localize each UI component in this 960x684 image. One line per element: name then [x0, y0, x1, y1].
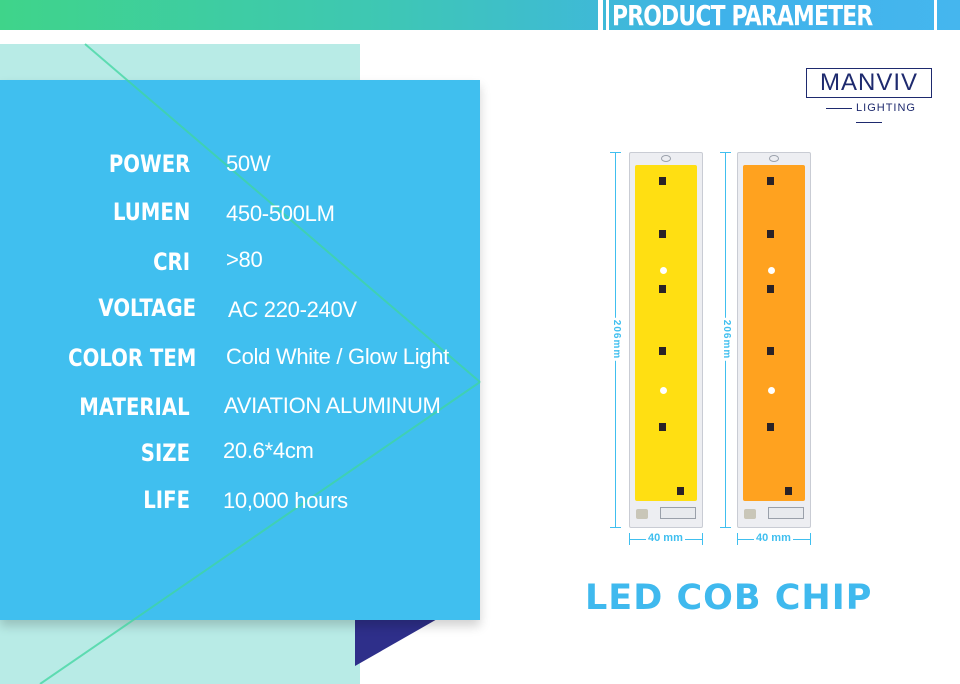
led-die — [767, 423, 774, 431]
param-value-lumen: 450-500LM — [226, 201, 335, 226]
led-dot — [768, 267, 775, 274]
brand-name: MANVIV — [819, 69, 918, 96]
chip-2-width-tick-right — [810, 533, 811, 545]
led-die — [677, 487, 684, 495]
chip-1-length-label: 206mm — [611, 317, 623, 362]
header-stripe — [598, 0, 603, 30]
chip-2-width-tick-left — [737, 533, 738, 545]
led-die — [659, 423, 666, 431]
chip-2-phosphor — [743, 165, 805, 501]
brand-logo: MANVIV LIGHTING — [806, 68, 934, 123]
chip-1-phosphor — [635, 165, 697, 501]
chip-2-width-label: 40 mm — [754, 532, 793, 544]
led-die — [767, 177, 774, 185]
logo-frame — [806, 68, 932, 98]
chip-component — [636, 509, 648, 519]
chip-connector — [660, 507, 696, 519]
chip-2-length-label: 206mm — [721, 317, 733, 362]
chip-1-width-tick-left — [629, 533, 630, 545]
led-dot — [768, 387, 775, 394]
header-stripe — [606, 0, 609, 30]
chip-1-width-tick-right — [702, 533, 703, 545]
param-value-size: 20.6*4cm — [223, 438, 314, 463]
chip-connector — [768, 507, 804, 519]
chip-component — [744, 509, 756, 519]
param-value-power: 50W — [226, 151, 271, 176]
led-die — [767, 285, 774, 293]
led-chip-orange — [737, 152, 811, 528]
param-label-cri: CRI — [153, 248, 190, 276]
page-title: PRODUCT PARAMETER — [612, 0, 873, 32]
brand-tagline-row: LIGHTING — [806, 101, 932, 123]
led-die — [785, 487, 792, 495]
param-label-power: POWER — [108, 150, 190, 178]
led-die — [767, 347, 774, 355]
param-label-material: MATERIAL — [79, 393, 190, 421]
chip-1-length-tick-bottom — [610, 527, 621, 528]
led-chip-yellow — [629, 152, 703, 528]
brand-tagline: LIGHTING — [856, 102, 916, 114]
param-value-cri: >80 — [226, 247, 263, 272]
led-die — [659, 230, 666, 238]
chip-2-length-tick-top — [720, 152, 731, 153]
header-bar: PRODUCT PARAMETER — [0, 0, 960, 32]
chip-2-length-tick-bottom — [720, 527, 731, 528]
led-die — [659, 285, 666, 293]
product-name: LED COB CHIP — [585, 578, 873, 618]
led-dot — [660, 267, 667, 274]
param-label-voltage: VOLTAGE — [98, 294, 196, 322]
led-die — [659, 177, 666, 185]
param-value-color-tem: Cold White / Glow Light — [226, 344, 449, 369]
chip-1-length-tick-top — [610, 152, 621, 153]
chip-mount-hole — [661, 155, 671, 162]
param-value-material: AVIATION ALUMINUM — [224, 393, 441, 418]
param-label-lumen: LUMEN — [112, 198, 190, 226]
led-die — [659, 347, 666, 355]
chip-mount-hole — [769, 155, 779, 162]
parameter-panel — [0, 80, 480, 620]
led-dot — [660, 387, 667, 394]
chip-1-width-label: 40 mm — [646, 532, 685, 544]
led-die — [767, 230, 774, 238]
param-value-life: 10,000 hours — [223, 488, 348, 513]
param-label-life: LIFE — [143, 486, 190, 514]
param-label-color-tem: COLOR TEM — [67, 344, 196, 372]
header-stripe — [934, 0, 937, 30]
param-label-size: SIZE — [140, 439, 190, 467]
param-value-voltage: AC 220-240V — [228, 297, 357, 322]
